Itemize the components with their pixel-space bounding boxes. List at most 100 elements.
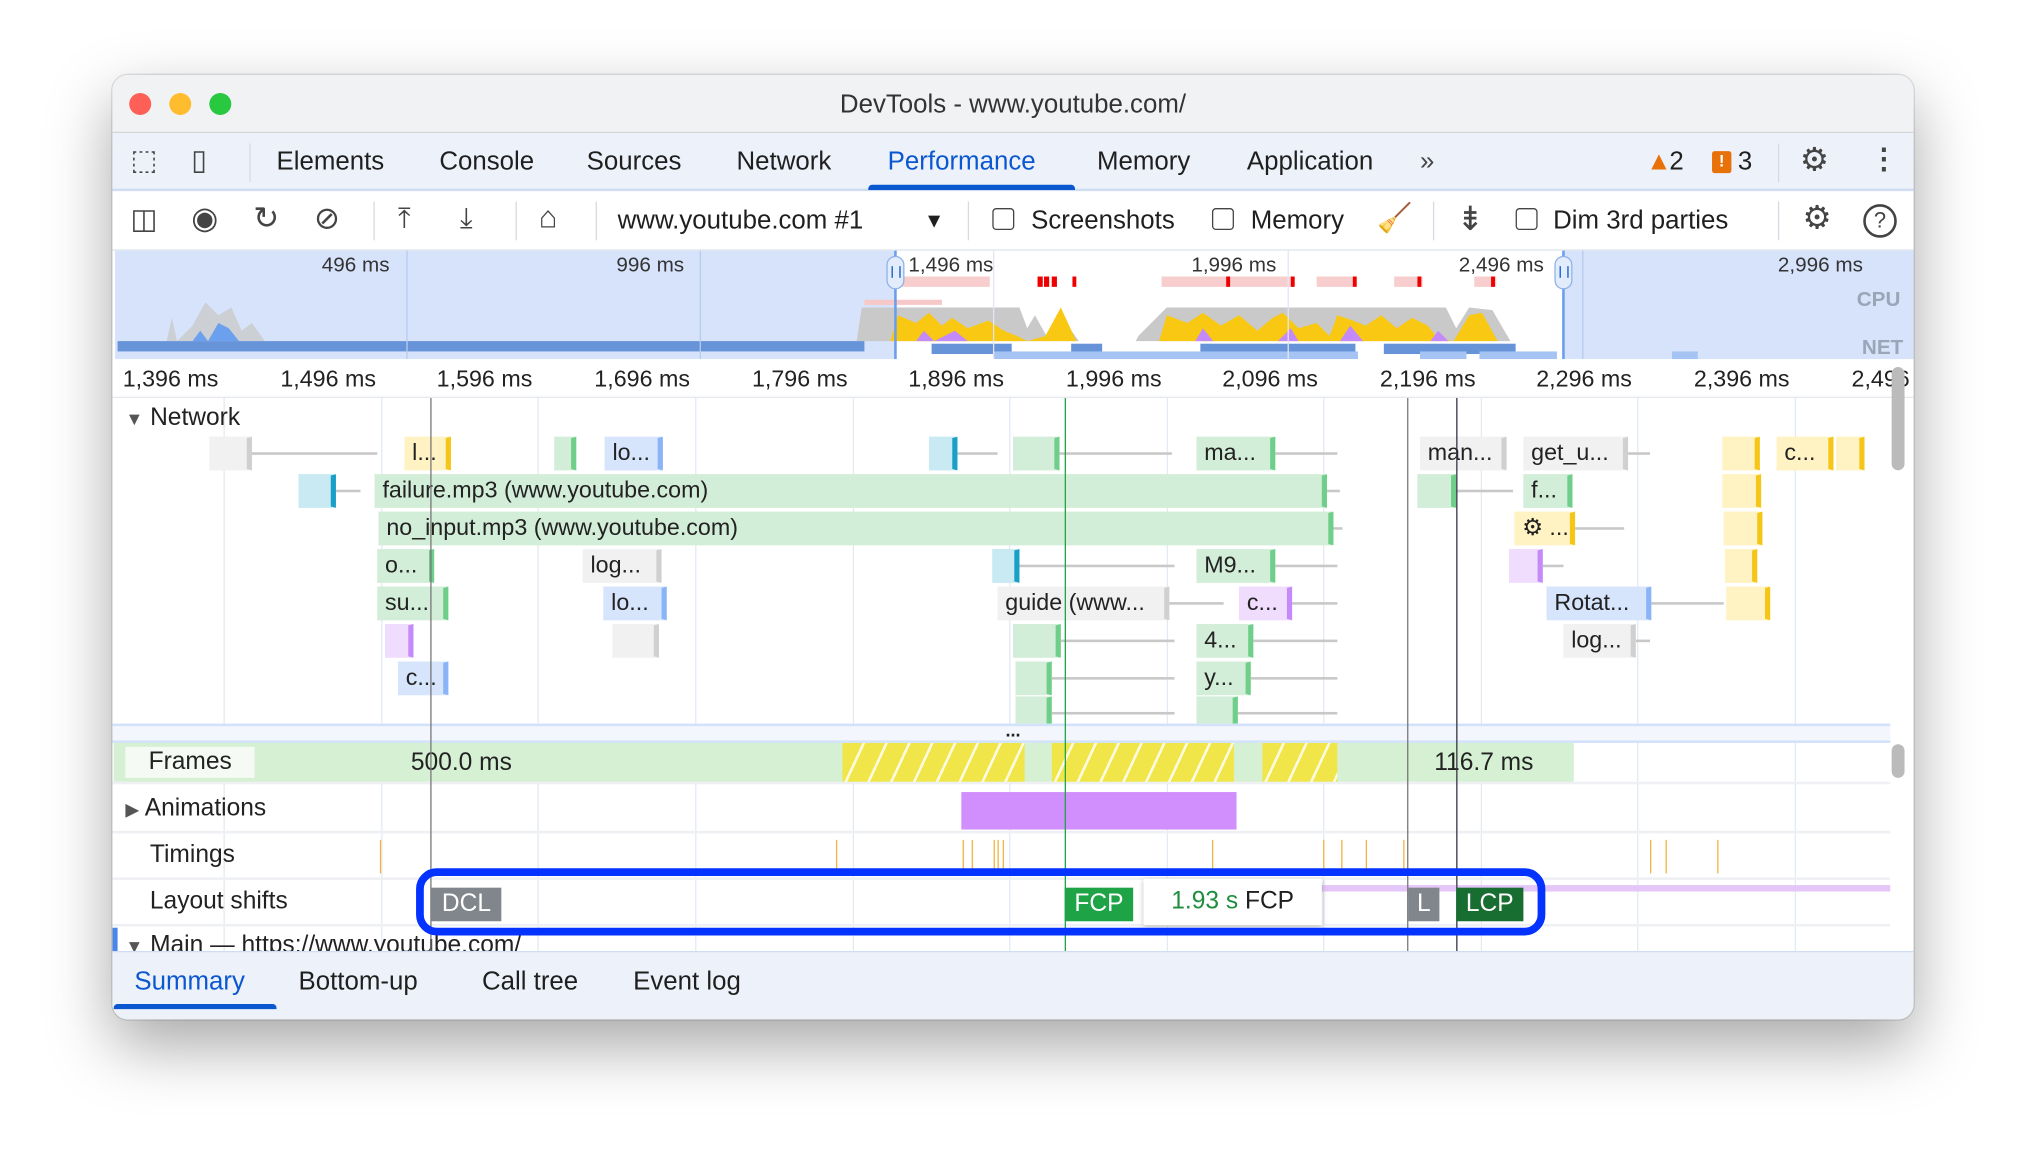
network-request[interactable]: su... bbox=[377, 586, 449, 621]
timing-mark[interactable] bbox=[997, 839, 999, 874]
tab-performance[interactable]: Performance bbox=[887, 147, 1036, 176]
network-track-header[interactable]: ▼ Network bbox=[125, 404, 240, 432]
chevron-double-right-icon[interactable]: » bbox=[1420, 147, 1435, 176]
close-window-button[interactable] bbox=[129, 93, 152, 115]
layout-shift-cluster[interactable] bbox=[1201, 885, 1891, 892]
network-request[interactable]: no_input.mp3 (www.youtube.com) bbox=[378, 511, 1334, 546]
network-request[interactable]: get_u... bbox=[1523, 436, 1629, 471]
network-request[interactable] bbox=[1015, 661, 1052, 696]
network-request[interactable] bbox=[929, 436, 958, 471]
timing-mark[interactable] bbox=[1002, 839, 1004, 874]
error-count[interactable]: 3 bbox=[1737, 147, 1753, 176]
memory-label[interactable]: Memory bbox=[1250, 206, 1345, 236]
frames-track[interactable]: Frames 500.0 ms 116.7 ms bbox=[112, 742, 1891, 785]
network-request[interactable]: c... bbox=[397, 661, 449, 696]
help-icon[interactable]: ? bbox=[1863, 204, 1897, 238]
network-request[interactable]: f... bbox=[1523, 474, 1573, 508]
network-request[interactable]: ⚙ ... bbox=[1514, 511, 1576, 546]
network-request[interactable]: man... bbox=[1420, 436, 1507, 471]
dim-3rd-parties-checkbox[interactable] bbox=[1515, 208, 1538, 230]
recording-select[interactable]: www.youtube.com #1 bbox=[617, 206, 864, 236]
chevron-down-icon[interactable]: ▼ bbox=[923, 210, 945, 233]
network-request[interactable]: guide (www... bbox=[997, 586, 1170, 621]
upload-icon[interactable]: ⤒ bbox=[397, 201, 411, 234]
tracks-scrollbar[interactable] bbox=[1891, 744, 1905, 778]
frame-partial[interactable] bbox=[842, 742, 1025, 782]
tab-bottom-up[interactable]: Bottom-up bbox=[298, 967, 418, 997]
record-icon[interactable]: ◉ bbox=[191, 201, 219, 237]
timing-mark[interactable] bbox=[962, 839, 964, 874]
tab-call-tree[interactable]: Call tree bbox=[481, 967, 579, 997]
frame-partial[interactable] bbox=[1262, 742, 1338, 782]
network-request[interactable] bbox=[1722, 436, 1760, 471]
track-resize-handle[interactable]: ... bbox=[112, 721, 1891, 743]
toggle-sidebar-icon[interactable]: ◫ bbox=[130, 202, 158, 236]
network-request[interactable] bbox=[1013, 624, 1061, 658]
home-icon[interactable]: ⌂ bbox=[538, 200, 558, 236]
network-request[interactable]: ma... bbox=[1196, 436, 1276, 471]
tab-network[interactable]: Network bbox=[736, 147, 832, 176]
network-request[interactable] bbox=[209, 436, 252, 471]
timing-mark[interactable] bbox=[1403, 839, 1405, 874]
dim-3rd-parties-label[interactable]: Dim 3rd parties bbox=[1553, 206, 1729, 236]
animations-track[interactable]: ▶ Animations bbox=[112, 787, 1891, 834]
screenshots-label[interactable]: Screenshots bbox=[1031, 206, 1175, 236]
tab-elements[interactable]: Elements bbox=[276, 147, 385, 176]
tab-memory[interactable]: Memory bbox=[1096, 147, 1191, 176]
network-request[interactable]: M9... bbox=[1196, 549, 1276, 583]
timing-mark[interactable] bbox=[379, 839, 382, 874]
settings-gear-icon[interactable]: ⚙ bbox=[1799, 142, 1829, 179]
network-request[interactable] bbox=[1723, 511, 1763, 546]
warning-count[interactable]: 2 bbox=[1669, 147, 1684, 176]
warning-icon[interactable]: ▲ bbox=[1646, 147, 1672, 176]
fcp-marker[interactable]: FCP bbox=[1064, 887, 1134, 922]
lcp-marker[interactable]: LCP bbox=[1456, 887, 1524, 922]
overview-selection-window[interactable] bbox=[895, 250, 1564, 360]
download-icon[interactable]: ⤓ bbox=[459, 201, 473, 234]
animation-event[interactable] bbox=[961, 792, 1237, 830]
network-request[interactable]: c... bbox=[1239, 586, 1293, 621]
network-request[interactable] bbox=[612, 624, 659, 658]
more-options-icon[interactable]: ⋮ bbox=[1869, 142, 1899, 175]
tab-console[interactable]: Console bbox=[439, 147, 535, 176]
timing-mark[interactable] bbox=[1365, 839, 1368, 874]
timing-mark[interactable] bbox=[1650, 839, 1652, 874]
network-request[interactable]: log... bbox=[1563, 624, 1636, 658]
network-request[interactable]: 4... bbox=[1196, 624, 1254, 658]
network-request[interactable]: log... bbox=[582, 549, 662, 583]
timing-mark[interactable] bbox=[835, 839, 838, 874]
network-request[interactable] bbox=[1509, 549, 1543, 583]
timing-mark[interactable] bbox=[1665, 839, 1667, 874]
tab-event-log[interactable]: Event log bbox=[633, 967, 741, 997]
timing-mark[interactable] bbox=[1211, 839, 1214, 874]
tab-sources[interactable]: Sources bbox=[586, 147, 682, 176]
timeline-overview[interactable]: 496 ms 996 ms 1,496 ms 1,996 ms 2,496 ms… bbox=[114, 250, 1914, 360]
network-request[interactable] bbox=[1417, 474, 1457, 508]
inspect-element-icon[interactable]: ⬚ bbox=[130, 143, 158, 176]
load-marker[interactable]: L bbox=[1408, 887, 1440, 922]
error-icon[interactable]: ! bbox=[1712, 151, 1732, 174]
timing-mark[interactable] bbox=[1341, 839, 1343, 874]
network-request[interactable]: l... bbox=[404, 436, 451, 471]
network-scrollbar[interactable] bbox=[1891, 366, 1905, 471]
dcl-marker[interactable]: DCL bbox=[431, 887, 502, 922]
reload-record-icon[interactable]: ↻ bbox=[253, 201, 280, 237]
network-request[interactable] bbox=[1726, 586, 1771, 621]
timing-mark[interactable] bbox=[1717, 839, 1719, 874]
collapse-tracks-icon[interactable]: ⇟ bbox=[1456, 198, 1485, 238]
network-request[interactable] bbox=[385, 624, 414, 658]
network-request[interactable]: lo... bbox=[603, 586, 667, 621]
layout-shifts-track[interactable]: Layout shifts bbox=[112, 880, 1891, 927]
network-request[interactable] bbox=[554, 436, 577, 471]
screenshots-checkbox[interactable] bbox=[992, 208, 1015, 230]
network-request[interactable]: failure.mp3 (www.youtube.com) bbox=[374, 474, 1327, 508]
selection-right-handle[interactable] bbox=[1554, 255, 1573, 290]
flame-chart[interactable]: ▼ Network l... lo... ma... man... get_u... c.… bbox=[112, 397, 1891, 951]
tab-application[interactable]: Application bbox=[1246, 147, 1374, 176]
timing-mark[interactable] bbox=[993, 839, 995, 874]
network-request[interactable]: c... bbox=[1776, 436, 1834, 471]
network-request[interactable]: y... bbox=[1196, 661, 1251, 696]
network-request[interactable] bbox=[298, 474, 336, 508]
network-request[interactable] bbox=[1722, 474, 1762, 508]
garbage-collect-broom-icon[interactable]: 🧹 bbox=[1377, 201, 1413, 234]
